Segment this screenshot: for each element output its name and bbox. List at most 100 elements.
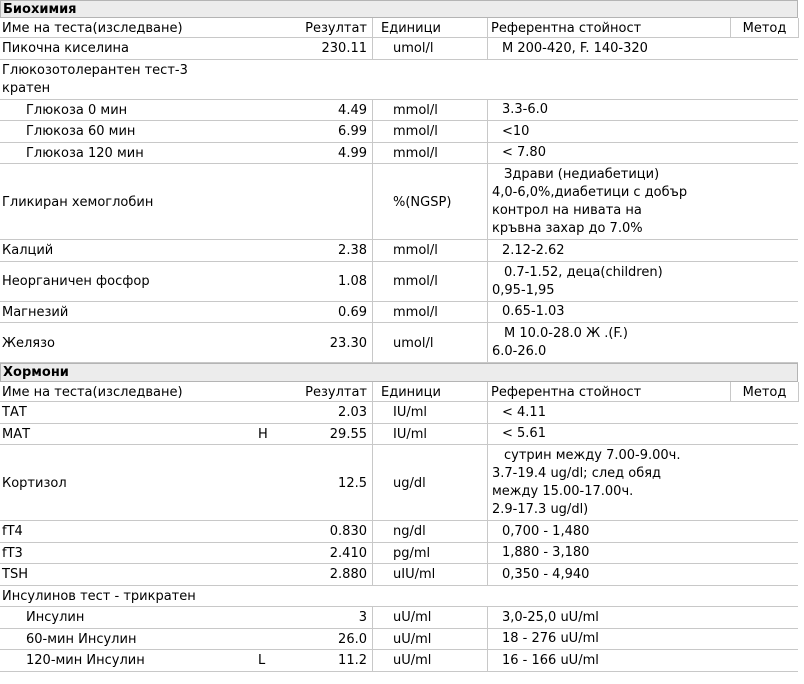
row-divider xyxy=(0,58,798,60)
group-name: Инсулинов тест - трикратен xyxy=(2,588,196,604)
reference: < 4.11 xyxy=(488,402,730,424)
column-divider xyxy=(372,382,373,402)
result: 6.99 xyxy=(338,124,367,140)
result: 29.55 xyxy=(329,426,367,442)
column-divider xyxy=(372,542,373,564)
reference: 0,350 - 4,940 xyxy=(488,564,730,586)
row-divider xyxy=(0,401,798,402)
test-name: Неорганичен фосфор xyxy=(2,274,150,289)
column-divider xyxy=(372,164,373,240)
column-divider xyxy=(487,142,488,164)
group-name: Глюкозотолерантен тест-3 кратен xyxy=(0,60,480,100)
reference-line: < 7.80 xyxy=(502,145,546,161)
header-units: Единици xyxy=(381,20,441,36)
row-divider xyxy=(0,584,798,586)
header-reference: Референтна стойност xyxy=(491,20,642,36)
units: uU/ml xyxy=(393,631,432,647)
reference: 3.3-6.0 xyxy=(488,100,730,122)
test-name: fT4 xyxy=(2,524,23,540)
result: 2.880 xyxy=(329,567,367,583)
reference-line: М 200-420, F. 140-320 xyxy=(502,40,648,56)
reference-line: 3.7-19.4 ug/dl; след обяд xyxy=(492,466,662,481)
row-divider xyxy=(0,541,798,543)
units: uIU/ml xyxy=(393,567,436,583)
test-name: Кортизол xyxy=(2,475,67,491)
column-divider xyxy=(372,323,373,363)
column-divider xyxy=(487,38,488,60)
column-divider xyxy=(372,142,373,164)
result: 4.99 xyxy=(338,145,367,161)
section-title: Биохимия xyxy=(0,0,798,18)
row-divider xyxy=(0,120,798,121)
column-divider xyxy=(372,521,373,543)
test-name: Пикочна киселина xyxy=(2,41,129,57)
reference: М 10.0-28.0 Ж .(F.) 6.0-26.0 xyxy=(488,323,730,363)
reference-line: 16 - 166 uU/ml xyxy=(502,652,599,668)
units: mmol/l xyxy=(393,243,438,259)
column-divider xyxy=(487,164,488,240)
units: umol/l xyxy=(393,41,434,57)
column-divider xyxy=(372,564,373,586)
reference-line: кръвна захар до 7.0% xyxy=(492,221,643,236)
column-divider xyxy=(487,99,488,121)
result: 3 xyxy=(358,610,367,626)
column-divider xyxy=(487,628,488,650)
column-divider xyxy=(487,18,488,38)
column-divider xyxy=(730,382,731,402)
reference-line: 2.12-2.62 xyxy=(502,242,565,258)
column-divider xyxy=(372,38,373,60)
reference-line: 3,0-25,0 uU/ml xyxy=(502,609,599,625)
reference-line: 0,95-1,95 xyxy=(492,282,555,298)
test-name: Гликиран хемоглобин xyxy=(2,194,154,210)
reference-line: 18 - 276 uU/ml xyxy=(502,631,599,647)
test-name: Калций xyxy=(2,243,54,259)
column-divider xyxy=(487,521,488,543)
reference: 3,0-25,0 uU/ml xyxy=(488,607,730,629)
test-name: Инсулин xyxy=(26,610,85,626)
header-result: Резултат xyxy=(305,384,367,400)
column-divider xyxy=(487,301,488,323)
result: 230.11 xyxy=(321,41,368,57)
units: umol/l xyxy=(393,335,434,351)
reference-line: 1,880 - 3,180 xyxy=(502,545,590,561)
row-divider xyxy=(0,37,798,38)
column-divider xyxy=(487,323,488,363)
flag: H xyxy=(258,426,268,442)
column-divider xyxy=(372,240,373,262)
result: 1.08 xyxy=(338,274,367,289)
test-name: Глюкоза 60 мин xyxy=(26,124,136,140)
row-divider xyxy=(0,606,798,607)
column-divider xyxy=(372,18,373,38)
reference: 2.12-2.62 xyxy=(488,240,730,262)
result: 2.03 xyxy=(338,405,367,421)
reference-line: 4,0-6,0%,диабетици с добър xyxy=(492,185,688,200)
row-divider xyxy=(0,444,798,445)
header-name: Име на теста(изследване) xyxy=(2,20,183,36)
result: 11.2 xyxy=(338,653,367,669)
row-divider xyxy=(0,322,798,323)
column-divider xyxy=(487,423,488,445)
units: mmol/l xyxy=(393,274,438,289)
result: 0.830 xyxy=(329,524,367,540)
row-divider xyxy=(0,239,798,240)
reference-line: 0,700 - 1,480 xyxy=(502,523,590,539)
column-divider xyxy=(487,402,488,424)
reference: < 7.80 xyxy=(488,143,730,165)
header-result: Резултат xyxy=(305,20,367,36)
result: 2.410 xyxy=(329,545,367,561)
column-divider xyxy=(487,607,488,629)
column-divider xyxy=(372,402,373,424)
row-divider xyxy=(0,670,798,672)
column-divider xyxy=(372,261,373,302)
test-name: Магнезий xyxy=(2,304,69,320)
header-reference: Референтна стойност xyxy=(491,384,642,400)
units: IU/ml xyxy=(393,426,428,442)
column-divider xyxy=(372,650,373,672)
row-divider xyxy=(0,260,798,262)
test-name: 60-мин Инсулин xyxy=(26,631,137,647)
column-divider xyxy=(372,607,373,629)
reference: 0,700 - 1,480 xyxy=(488,521,730,543)
column-divider xyxy=(487,240,488,262)
units: mmol/l xyxy=(393,304,438,320)
